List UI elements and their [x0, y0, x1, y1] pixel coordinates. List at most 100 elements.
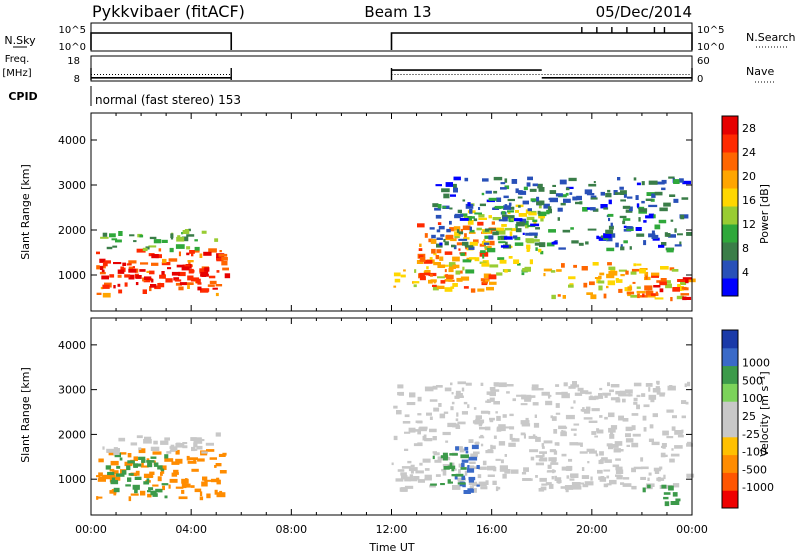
heatmap-cell — [574, 392, 583, 396]
colorbar-swatch — [722, 383, 738, 402]
heatmap-cell — [152, 484, 159, 487]
heatmap-cell — [673, 179, 680, 184]
heatmap-cell — [645, 198, 653, 201]
heatmap-cell — [148, 487, 154, 490]
heatmap-cell — [152, 451, 162, 455]
heatmap-cell — [538, 187, 545, 192]
heatmap-cell — [541, 446, 545, 449]
heatmap-cell — [109, 233, 116, 238]
heatmap-cell — [626, 444, 630, 447]
heatmap-cell — [598, 285, 603, 291]
heatmap-cell — [663, 202, 671, 207]
heatmap-cell — [496, 415, 501, 421]
heatmap-cell — [681, 197, 689, 200]
heatmap-cell — [590, 197, 598, 200]
heatmap-cell — [631, 467, 636, 473]
heatmap-cell — [500, 245, 509, 248]
heatmap-cell — [666, 248, 674, 253]
heatmap-cell — [535, 455, 544, 458]
time-axis-label: Time UT — [368, 541, 414, 554]
heatmap-cell — [484, 228, 489, 232]
heatmap-cell — [674, 228, 677, 233]
heatmap-cell — [487, 228, 496, 231]
heatmap-cell — [443, 411, 449, 414]
heatmap-cell — [636, 182, 641, 186]
heatmap-cell — [102, 261, 108, 267]
heatmap-cell — [219, 250, 222, 253]
heatmap-cell — [179, 282, 187, 286]
heatmap-cell — [654, 191, 663, 196]
heatmap-cell — [608, 412, 615, 418]
heatmap-cell — [109, 274, 115, 278]
heatmap-cell — [181, 236, 189, 242]
heatmap-cell — [451, 401, 455, 405]
heatmap-cell — [418, 248, 423, 251]
heatmap-cell — [465, 203, 474, 209]
heatmap-cell — [138, 447, 142, 450]
heatmap-cell — [485, 400, 492, 403]
heatmap-cell — [627, 286, 633, 291]
heatmap-cell — [444, 387, 452, 392]
heatmap-cell — [687, 381, 691, 387]
heatmap-cell — [522, 232, 525, 235]
heatmap-cell — [557, 207, 563, 212]
heatmap-cell — [462, 225, 471, 231]
heatmap-cell — [447, 422, 457, 428]
heatmap-cell — [428, 279, 433, 284]
heatmap-cell — [586, 193, 595, 196]
heatmap-cell — [207, 284, 215, 287]
heatmap-cell — [534, 235, 538, 239]
heatmap-cell — [486, 247, 496, 253]
heatmap-cell — [500, 182, 506, 185]
colorbar-swatch — [722, 278, 738, 297]
heatmap-cell — [685, 278, 689, 284]
heatmap-cell — [581, 266, 588, 271]
colorbar-frame — [721, 115, 739, 297]
heatmap-cell — [461, 411, 468, 415]
heatmap-cell — [197, 282, 202, 285]
heatmap-cell — [127, 477, 132, 482]
power-heatmap — [96, 176, 696, 302]
heatmap-cell — [426, 412, 432, 416]
heatmap-cell — [609, 389, 614, 393]
heatmap-cell — [548, 457, 557, 462]
heatmap-cell — [626, 226, 633, 229]
heatmap-cell — [536, 200, 545, 206]
heatmap-cell — [432, 385, 438, 390]
heatmap-cell — [636, 394, 641, 398]
heatmap-cell — [631, 485, 637, 490]
heatmap-cell — [99, 258, 106, 263]
colorbar-swatch — [722, 170, 738, 189]
heatmap-cell — [187, 460, 197, 464]
heatmap-cell — [468, 246, 475, 250]
heatmap-cell — [224, 273, 231, 279]
heatmap-cell — [463, 286, 469, 289]
heatmap-cell — [643, 240, 647, 246]
heatmap-cell — [670, 501, 680, 505]
heatmap-cell — [478, 207, 481, 210]
heatmap-cell — [674, 244, 682, 247]
heatmap-cell — [598, 459, 603, 465]
heatmap-cell — [499, 259, 507, 264]
heatmap-cell — [561, 453, 567, 457]
heatmap-cell — [565, 192, 569, 196]
heatmap-cell — [572, 485, 582, 490]
heatmap-cell — [638, 206, 645, 210]
heatmap-cell — [452, 264, 460, 269]
heatmap-cell — [429, 257, 433, 261]
heatmap-cell — [553, 241, 557, 245]
heatmap-cell — [569, 442, 579, 446]
heatmap-cell — [553, 429, 558, 434]
heatmap-cell — [115, 239, 122, 243]
heatmap-cell — [468, 481, 478, 485]
heatmap-cell — [504, 236, 513, 240]
colorbar-tick-label: -500 — [742, 463, 767, 476]
heatmap-cell — [436, 243, 443, 248]
heatmap-cell — [539, 242, 546, 248]
heatmap-cell — [594, 277, 602, 279]
heatmap-cell — [205, 442, 214, 446]
heatmap-cell — [669, 267, 675, 271]
heatmap-cell — [445, 182, 453, 187]
heatmap-cell — [493, 401, 500, 405]
heatmap-cell — [456, 412, 459, 417]
